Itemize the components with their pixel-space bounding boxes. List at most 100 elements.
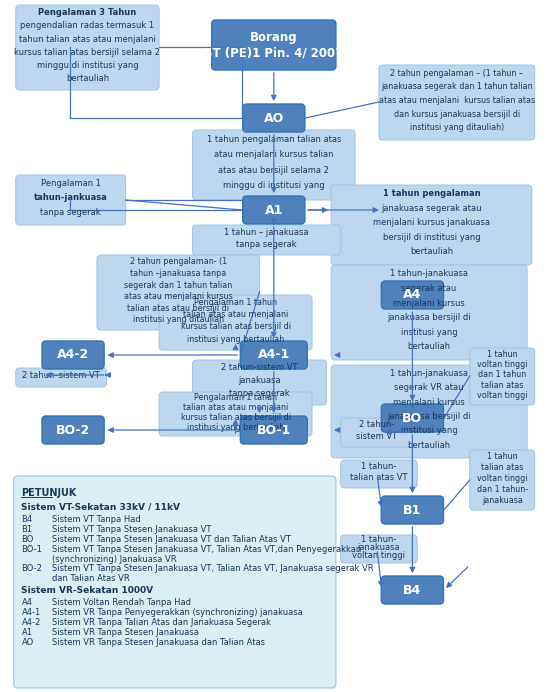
Text: kursus talian atas bersijil di: kursus talian atas bersijil di: [180, 322, 290, 331]
Text: BO-2: BO-2: [21, 564, 42, 573]
FancyBboxPatch shape: [470, 348, 535, 405]
Text: AO: AO: [263, 111, 284, 125]
Text: Sistem VR-Sekatan 1000V: Sistem VR-Sekatan 1000V: [21, 586, 153, 595]
Text: Sistem VT Tanpa Had: Sistem VT Tanpa Had: [52, 515, 141, 524]
FancyBboxPatch shape: [331, 185, 532, 265]
Text: 1 tahun-janakuasa: 1 tahun-janakuasa: [390, 269, 468, 278]
FancyBboxPatch shape: [192, 360, 326, 405]
Text: A1: A1: [265, 203, 283, 217]
Text: 1 tahun pengalaman: 1 tahun pengalaman: [383, 189, 480, 198]
Text: Sistem VT Tanpa Stesen Janakuasa VT, Talian Atas VT, Janakuasa segerak VR
dan Ta: Sistem VT Tanpa Stesen Janakuasa VT, Tal…: [52, 564, 373, 583]
Text: Pengalaman 1: Pengalaman 1: [41, 179, 101, 188]
Text: janakuasa bersijil di: janakuasa bersijil di: [387, 412, 471, 421]
FancyBboxPatch shape: [340, 535, 417, 563]
FancyBboxPatch shape: [192, 130, 355, 200]
Text: B1: B1: [21, 525, 32, 534]
Text: kursus talian atas bersijil di: kursus talian atas bersijil di: [180, 413, 290, 422]
Text: A4-2: A4-2: [21, 618, 41, 627]
Text: Sistem VR Tanpa Talian Atas dan Janakuasa Segerak: Sistem VR Tanpa Talian Atas dan Janakuas…: [52, 618, 271, 627]
Text: BO-2: BO-2: [56, 424, 90, 437]
Text: talian atas atau menjalani: talian atas atau menjalani: [183, 310, 288, 319]
Text: Sistem VT Tanpa Stesen Janakuasa VT dan Talian Atas VT: Sistem VT Tanpa Stesen Janakuasa VT dan …: [52, 535, 291, 544]
Text: janakuasa bersijil di: janakuasa bersijil di: [387, 313, 471, 322]
Text: tahun –janakuasa tanpa: tahun –janakuasa tanpa: [130, 269, 227, 278]
Text: menjalani kursus janakuasa: menjalani kursus janakuasa: [373, 218, 490, 227]
Text: 2 tahun pengalaman- (1: 2 tahun pengalaman- (1: [130, 257, 227, 266]
Text: janakuasa: janakuasa: [358, 543, 400, 552]
Text: atas atau menjalani kursus: atas atau menjalani kursus: [124, 292, 233, 301]
FancyBboxPatch shape: [243, 104, 305, 132]
Text: atau menjalani kursus talian: atau menjalani kursus talian: [214, 150, 333, 159]
FancyBboxPatch shape: [16, 5, 159, 90]
FancyBboxPatch shape: [381, 496, 443, 524]
Text: 2 tahun-sistem VT: 2 tahun-sistem VT: [221, 363, 298, 372]
Text: 1 tahun – janakuasa: 1 tahun – janakuasa: [224, 228, 309, 237]
FancyBboxPatch shape: [42, 416, 104, 444]
Text: 1 tahun: 1 tahun: [487, 452, 518, 461]
Text: Sistem VR Tanpa Stesen Janakuasa dan Talian Atas: Sistem VR Tanpa Stesen Janakuasa dan Tal…: [52, 638, 265, 647]
Text: janakuasa: janakuasa: [482, 495, 522, 504]
Text: atas atau bersijil selama 2: atas atau bersijil selama 2: [218, 166, 329, 175]
Text: bertauliah: bertauliah: [408, 343, 450, 352]
Text: A4-2: A4-2: [57, 349, 89, 361]
Text: BO-1: BO-1: [257, 424, 291, 437]
Text: A4-1: A4-1: [21, 608, 41, 617]
FancyBboxPatch shape: [243, 196, 305, 224]
Text: A4-1: A4-1: [257, 349, 290, 361]
Text: Pengalaman 1 tahun: Pengalaman 1 tahun: [194, 393, 277, 402]
Text: Sistem VT-Sekatan 33kV / 11kV: Sistem VT-Sekatan 33kV / 11kV: [21, 503, 180, 512]
Text: tanpa segerak: tanpa segerak: [229, 389, 290, 398]
Text: institusi yang: institusi yang: [401, 426, 458, 435]
FancyBboxPatch shape: [381, 281, 443, 309]
Text: 2 tahun-: 2 tahun-: [359, 421, 394, 430]
Text: bertauliah: bertauliah: [408, 441, 450, 450]
Text: talian atas VT: talian atas VT: [350, 473, 408, 482]
FancyBboxPatch shape: [340, 460, 417, 488]
Text: Sistem VR Tanpa Penyegerakkan (synchronizing) janakuasa: Sistem VR Tanpa Penyegerakkan (synchroni…: [52, 608, 303, 617]
Text: institusi yang ditauliah: institusi yang ditauliah: [133, 315, 224, 324]
Text: B4: B4: [403, 583, 421, 597]
FancyBboxPatch shape: [42, 341, 104, 369]
Text: talian atas: talian atas: [481, 381, 524, 390]
Text: Sistem VT Tanpa Stesen Janakuasa VT: Sistem VT Tanpa Stesen Janakuasa VT: [52, 525, 211, 534]
Text: 2 tahun pengalaman – (1 tahun –: 2 tahun pengalaman – (1 tahun –: [390, 69, 523, 78]
FancyBboxPatch shape: [159, 295, 312, 350]
Text: janakuasa segerak dan 1 tahun talian: janakuasa segerak dan 1 tahun talian: [381, 82, 532, 91]
FancyBboxPatch shape: [212, 20, 336, 70]
Text: voltan tinggi: voltan tinggi: [353, 552, 405, 561]
Text: Borang
ST (PE)1 Pin. 4/ 2007: Borang ST (PE)1 Pin. 4/ 2007: [204, 31, 343, 59]
Text: Pengalaman 3 Tahun: Pengalaman 3 Tahun: [39, 8, 136, 17]
Text: voltan tinggi: voltan tinggi: [477, 360, 527, 369]
FancyBboxPatch shape: [192, 225, 340, 255]
FancyBboxPatch shape: [159, 392, 312, 436]
Text: B4: B4: [21, 515, 32, 524]
Text: Sistem VR Tanpa Stesen Janakuasa: Sistem VR Tanpa Stesen Janakuasa: [52, 628, 199, 637]
Text: segerak atau: segerak atau: [402, 284, 456, 293]
Text: menjalani kursus: menjalani kursus: [393, 398, 465, 407]
Text: BO: BO: [21, 535, 34, 544]
FancyBboxPatch shape: [14, 476, 336, 688]
Text: institusi yang: institusi yang: [401, 328, 458, 337]
Text: segerak dan 1 tahun talian: segerak dan 1 tahun talian: [124, 280, 232, 289]
Text: voltan tinggi: voltan tinggi: [477, 391, 527, 400]
Text: A4: A4: [21, 598, 32, 607]
Text: dan 1 tahun: dan 1 tahun: [478, 370, 526, 379]
Text: A4: A4: [403, 289, 422, 302]
Text: Pengalaman 1 tahun: Pengalaman 1 tahun: [194, 298, 277, 307]
Text: bertauliah: bertauliah: [410, 248, 453, 257]
Text: institusi yang ditauliah): institusi yang ditauliah): [410, 123, 504, 132]
FancyBboxPatch shape: [331, 365, 527, 458]
Text: 1 tahun: 1 tahun: [487, 349, 518, 358]
Text: bertauliah: bertauliah: [66, 74, 109, 83]
Text: segerak VR atau: segerak VR atau: [394, 383, 464, 392]
Text: talian atas atau bersijil di: talian atas atau bersijil di: [127, 304, 229, 313]
FancyBboxPatch shape: [331, 265, 527, 360]
Text: janakuasa segerak atau: janakuasa segerak atau: [381, 203, 482, 212]
Text: institusi yang bertauliah: institusi yang bertauliah: [187, 334, 284, 343]
Text: sistem VT: sistem VT: [356, 432, 397, 441]
FancyBboxPatch shape: [470, 450, 535, 510]
Text: talian atas atau menjalani: talian atas atau menjalani: [183, 403, 288, 412]
Text: tanpa segerak: tanpa segerak: [40, 208, 101, 217]
Text: BO: BO: [403, 412, 422, 424]
Text: minggu di institusi yang: minggu di institusi yang: [37, 61, 138, 70]
